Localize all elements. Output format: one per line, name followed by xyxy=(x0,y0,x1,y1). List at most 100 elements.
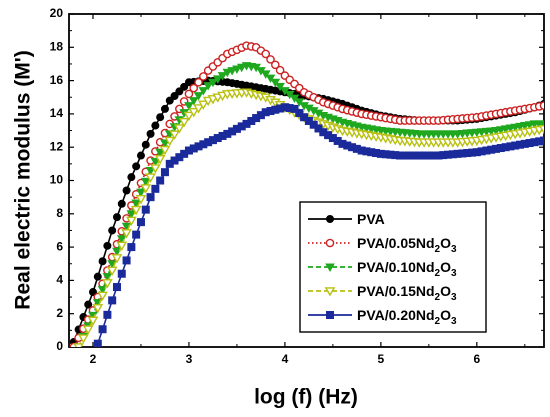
legend-label: PVA/0.15Nd2O3 xyxy=(357,283,457,303)
series-point xyxy=(154,155,166,165)
series-point xyxy=(197,100,209,110)
series-point xyxy=(116,241,128,251)
x-tick-label: 6 xyxy=(473,352,480,366)
series-point xyxy=(540,136,544,145)
series-point xyxy=(198,87,209,96)
series-point xyxy=(290,104,299,113)
series-point xyxy=(141,205,150,214)
series-point xyxy=(84,300,93,309)
legend-marker xyxy=(324,287,336,297)
legend-entry: PVA/0.05Nd2O3 xyxy=(308,235,457,255)
series-point xyxy=(108,226,117,235)
y-tick-label: 14 xyxy=(50,106,64,120)
x-tick-label: 5 xyxy=(378,352,385,366)
series-point xyxy=(538,125,544,135)
y-axis: 0 2 4 6 8 10 12 14 16 18 20 xyxy=(50,6,544,353)
y-tick-label: 16 xyxy=(50,73,64,87)
series-point xyxy=(275,82,285,92)
x-axis: 2 3 4 5 6 xyxy=(90,14,526,366)
y-tick-label: 0 xyxy=(56,339,63,353)
series-point xyxy=(130,205,142,216)
series-point xyxy=(178,118,190,128)
series-point xyxy=(150,157,161,167)
series-point xyxy=(265,74,276,84)
series-point xyxy=(232,65,242,74)
series-point xyxy=(78,334,89,344)
y-tick-label: 20 xyxy=(50,6,64,20)
series-point xyxy=(98,325,107,334)
series-point xyxy=(295,109,304,118)
series-layer xyxy=(69,41,544,347)
y-tick-label: 2 xyxy=(56,306,63,320)
series-point xyxy=(189,83,199,93)
series-point xyxy=(203,82,213,91)
legend-label: PVA xyxy=(357,211,385,227)
legend-label: PVA/0.20Nd2O3 xyxy=(357,307,457,327)
series-point xyxy=(270,78,281,88)
series-point xyxy=(112,213,121,222)
series-point xyxy=(183,111,195,122)
series-point xyxy=(88,288,97,297)
series-point xyxy=(160,168,169,177)
series-point xyxy=(102,279,113,289)
series-point xyxy=(103,241,112,250)
series-point xyxy=(103,310,112,319)
series-point xyxy=(150,164,161,174)
series-point xyxy=(180,82,189,91)
series-point xyxy=(98,257,107,266)
series-point xyxy=(174,124,185,134)
series-point xyxy=(188,97,199,106)
series-point xyxy=(92,304,104,314)
legend-marker xyxy=(325,238,335,248)
series-point xyxy=(112,247,122,257)
series-point xyxy=(116,235,127,244)
series-point xyxy=(159,145,171,156)
series-point xyxy=(160,139,170,148)
legend-label: PVA/0.10Nd2O3 xyxy=(357,259,457,279)
x-axis-title: log (f) (Hz) xyxy=(254,386,358,409)
series-point xyxy=(184,89,194,99)
y-tick-label: 18 xyxy=(50,39,64,53)
series-point xyxy=(151,121,160,130)
series-point xyxy=(73,343,84,347)
y-axis-title: Real electric modulus (M') xyxy=(12,50,35,309)
series-point xyxy=(132,230,141,239)
legend-marker xyxy=(325,310,334,319)
legend-marker xyxy=(325,214,334,223)
series-point xyxy=(164,136,176,147)
y-tick-label: 10 xyxy=(50,173,64,187)
series-point xyxy=(122,256,131,265)
y-tick-label: 6 xyxy=(56,239,63,253)
series-point xyxy=(145,173,156,183)
series-point xyxy=(106,266,118,276)
series-point xyxy=(160,104,169,113)
legend-entry: PVA/0.20Nd2O3 xyxy=(308,307,457,327)
series-point xyxy=(539,120,544,129)
series-point xyxy=(275,65,285,75)
series-point xyxy=(156,113,165,122)
series-point xyxy=(117,199,126,208)
series-point xyxy=(169,130,180,140)
series-point xyxy=(141,140,150,149)
series-point xyxy=(188,108,200,118)
series-point xyxy=(199,72,208,81)
series-point xyxy=(135,195,147,205)
series-point xyxy=(132,162,141,171)
series-point xyxy=(112,283,121,292)
series-point xyxy=(121,229,132,239)
series-point xyxy=(136,218,145,227)
plot-area: 0 2 4 6 8 10 12 14 16 18 20 2 3 4 5 6 xyxy=(50,6,545,366)
series-point xyxy=(108,296,117,305)
series-point xyxy=(145,167,156,176)
series-point xyxy=(212,75,223,84)
series-point xyxy=(122,186,131,195)
series-point xyxy=(97,291,108,301)
series-point xyxy=(539,101,544,110)
series-point xyxy=(126,216,137,227)
series-point xyxy=(266,55,275,64)
series-point xyxy=(111,254,123,264)
series-point xyxy=(227,67,237,76)
series-point xyxy=(82,325,94,335)
series-point xyxy=(222,68,233,78)
series-point xyxy=(208,78,218,88)
